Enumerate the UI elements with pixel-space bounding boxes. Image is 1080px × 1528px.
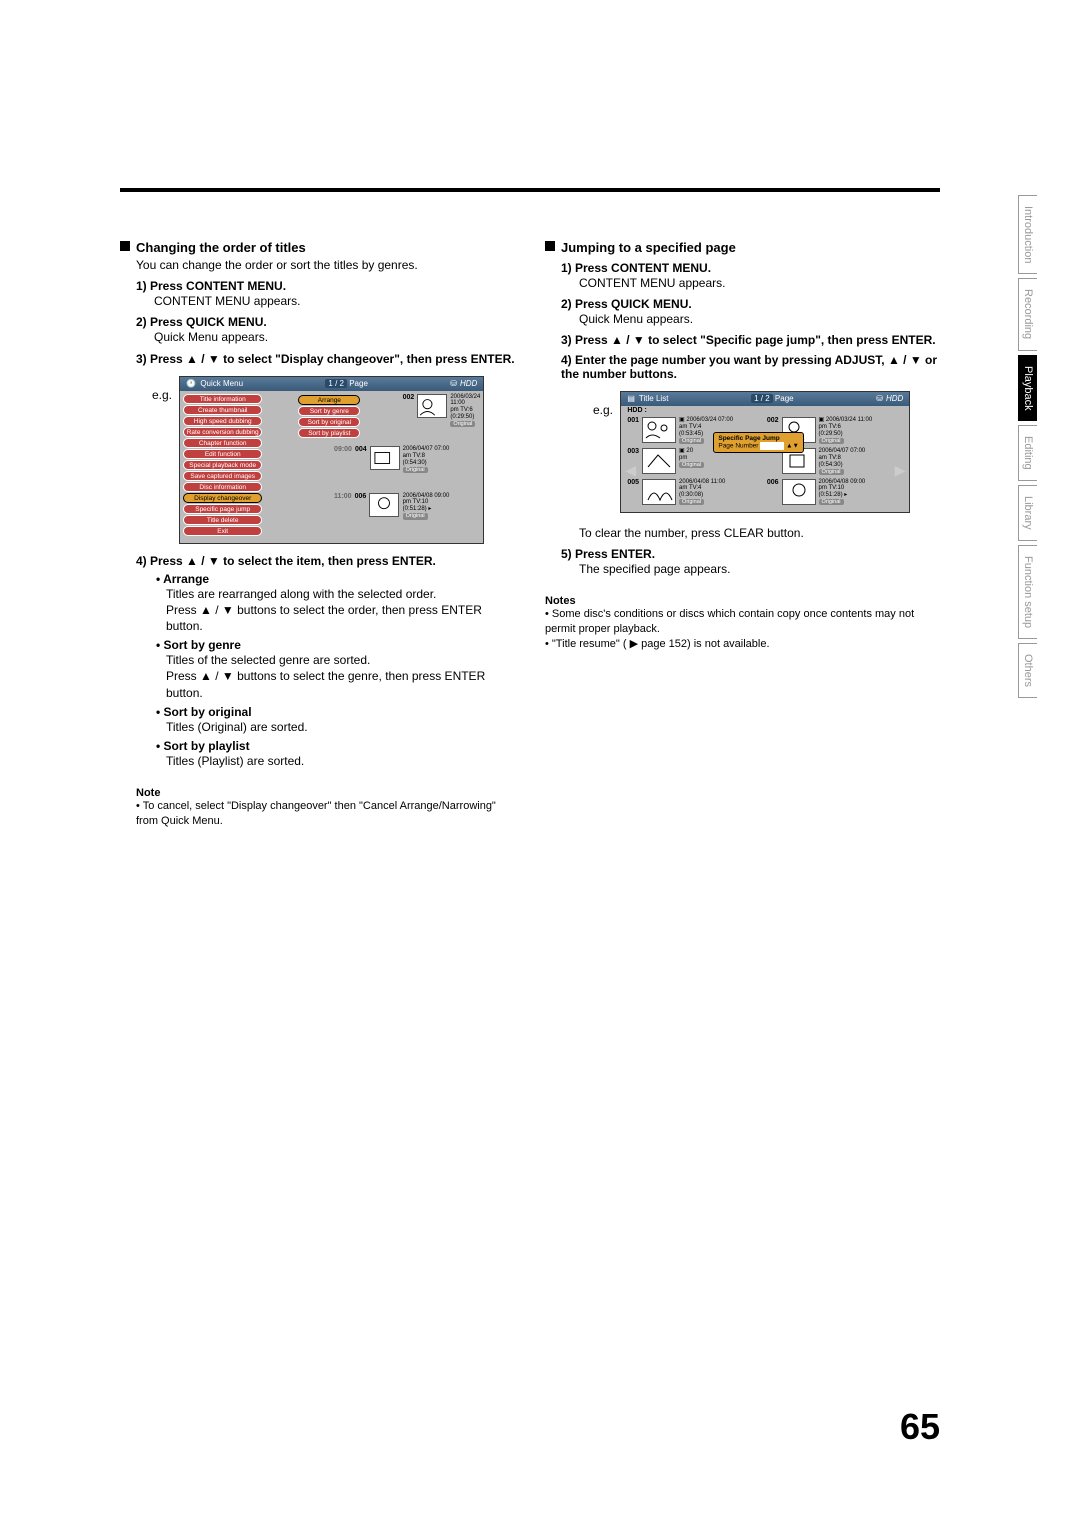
step1-label: 1) Press CONTENT MENU.: [136, 279, 286, 293]
menu-item: Exit: [183, 526, 262, 536]
top-divider: [120, 188, 940, 192]
osd2-hdd: HDD: [886, 392, 903, 406]
step1-body: CONTENT MENU appears.: [154, 293, 515, 309]
heading-jumping: Jumping to a specified page: [545, 240, 940, 255]
r-step5-label: 5) Press ENTER.: [561, 547, 655, 561]
menu-item: Title information: [183, 394, 262, 404]
osd2-title: Title List: [639, 392, 669, 406]
osd2-subtitle: HDD :: [621, 406, 909, 415]
clear-text: To clear the number, press CLEAR button.: [579, 525, 940, 541]
r-step3-label: 3) Press ▲ / ▼ to select "Specific page …: [561, 333, 936, 347]
menu-item: Disc information: [183, 482, 262, 492]
menu-item: Special playback mode: [183, 460, 262, 470]
menu-item: Edit function: [183, 449, 262, 459]
heading-changing-order: Changing the order of titles: [120, 240, 515, 255]
eg-label-1: e.g.: [152, 388, 172, 402]
osd2-page-label: Page: [775, 394, 794, 403]
bullet-arrange: • Arrange Titles are rearranged along wi…: [156, 572, 515, 635]
bullet-sort-original: • Sort by original Titles (Original) are…: [156, 705, 515, 735]
menu-item: Specific page jump: [183, 504, 262, 514]
menu-item: Title delete: [183, 515, 262, 525]
osd1-hdd: HDD: [460, 377, 477, 391]
submenu-item: Sort by genre: [298, 406, 360, 416]
submenu-item: Sort by original: [298, 417, 360, 427]
note-heading: Note: [136, 787, 515, 799]
osd-title-list: ▤ Title List 1 / 2 Page ⛁HDD HDD : Specif…: [620, 391, 910, 513]
left-column: Changing the order of titles You can cha…: [120, 200, 515, 829]
tab-editing: Editing: [1018, 425, 1037, 481]
hdd-icon: ⛁: [876, 392, 883, 406]
bullet-sort-genre: • Sort by genre Titles of the selected g…: [156, 638, 515, 701]
quick-menu-list: Title information Create thumbnail High …: [183, 394, 262, 536]
tab-recording: Recording: [1018, 278, 1037, 350]
osd2-page-ind: 1 / 2: [751, 394, 773, 403]
osd1-page-ind: 1 / 2: [325, 379, 347, 388]
nav-right-icon: ▶: [895, 462, 906, 479]
step3-label: 3) Press ▲ / ▼ to select "Display change…: [136, 352, 515, 366]
eg-label-2: e.g.: [593, 403, 613, 417]
r-step1-label: 1) Press CONTENT MENU.: [561, 261, 711, 275]
notes-body-2: • "Title resume" ( ▶ page 152) is not av…: [545, 637, 940, 652]
tab-library: Library: [1018, 485, 1037, 541]
tab-playback: Playback: [1018, 355, 1037, 422]
r-step2-body: Quick Menu appears.: [579, 311, 940, 327]
notes-heading: Notes: [545, 595, 940, 607]
osd1-page-label: Page: [349, 379, 368, 388]
side-tabs: Introduction Recording Playback Editing …: [1018, 195, 1040, 702]
step2-label: 2) Press QUICK MENU.: [136, 315, 267, 329]
menu-item: High speed dubbing: [183, 416, 262, 426]
clock-icon: 🕐: [186, 377, 196, 391]
page-jump-popup: Specific Page Jump Page Number ▲▼: [713, 432, 804, 453]
r-step1-body: CONTENT MENU appears.: [579, 275, 940, 291]
tab-introduction: Introduction: [1018, 195, 1037, 274]
menu-item-selected: Display changeover: [183, 493, 262, 503]
nav-left-icon: ◀: [625, 462, 636, 479]
hdd-icon: ⛁: [450, 377, 457, 391]
menu-item: Create thumbnail: [183, 405, 262, 415]
tab-others: Others: [1018, 643, 1037, 698]
step4-label: 4) Press ▲ / ▼ to select the item, then …: [136, 554, 436, 568]
thumb-grid-2: ◀ ▶ 001▣ 2006/03/24 07:00am TV:4(0:53:45…: [627, 417, 903, 506]
page-number: 65: [900, 1406, 940, 1448]
intro-text: You can change the order or sort the tit…: [136, 257, 515, 273]
right-column: Jumping to a specified page 1) Press CON…: [545, 200, 940, 829]
submenu-item: Arrange: [298, 395, 360, 405]
r-step2-label: 2) Press QUICK MENU.: [561, 297, 692, 311]
tab-function-setup: Function setup: [1018, 545, 1037, 639]
bullet-sort-playlist: • Sort by playlist Titles (Playlist) are…: [156, 739, 515, 769]
submenu-item: Sort by playlist: [298, 428, 360, 438]
menu-item: Rate conversion dubbing: [183, 427, 262, 437]
notes-body-1: • Some disc's conditions or discs which …: [545, 607, 940, 637]
step2-body: Quick Menu appears.: [154, 329, 515, 345]
osd-quick-menu: 🕐 Quick Menu 1 / 2 Page ⛁HDD Title inform…: [179, 376, 484, 544]
r-step5-body: The specified page appears.: [579, 561, 940, 577]
menu-item: Chapter function: [183, 438, 262, 448]
menu-item: Save captured images: [183, 471, 262, 481]
r-step4-label: 4) Enter the page number you want by pre…: [561, 353, 937, 381]
osd1-title: Quick Menu: [200, 377, 243, 391]
submenu: Arrange Sort by genre Sort by original S…: [298, 395, 360, 438]
menu-icon: ▤: [627, 392, 635, 406]
note-body: • To cancel, select "Display changeover"…: [136, 799, 515, 829]
